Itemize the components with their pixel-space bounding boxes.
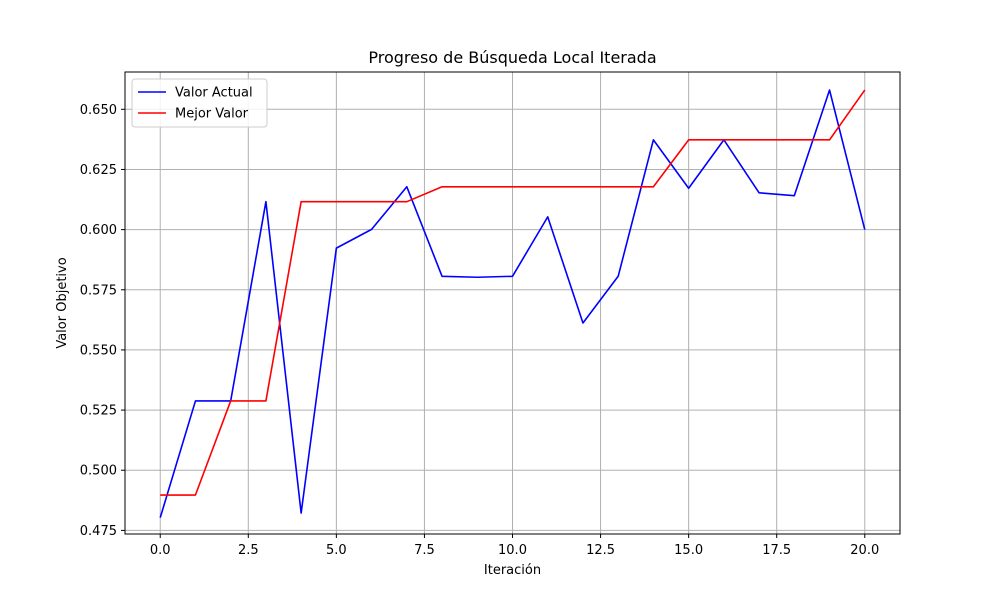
x-tick-label: 12.5: [586, 543, 615, 558]
x-tick-label: 0.0: [150, 543, 171, 558]
chart-title: Progreso de Búsqueda Local Iterada: [368, 48, 656, 67]
legend: Valor Actual Mejor Valor: [131, 78, 268, 128]
x-tick-label: 20.0: [850, 543, 879, 558]
x-tick-label: 5.0: [326, 543, 347, 558]
x-tick-label: 17.5: [762, 543, 791, 558]
series-line-mejor-valor: [160, 89, 866, 496]
grid-layer: [125, 72, 900, 534]
tick-layer: 0.0 2.5 5.0 7.5 10.0 12.5 15.0 17.5 20.0 0.475 0.5…: [80, 103, 879, 558]
series-layer: [159, 89, 866, 518]
x-tick-label: 15.0: [674, 543, 703, 558]
y-tick-label: 0.550: [80, 343, 117, 358]
x-tick-label: 10.0: [498, 543, 527, 558]
y-tick-label: 0.600: [80, 223, 117, 238]
y-tick-label: 0.525: [80, 404, 117, 419]
legend-label: Valor Actual: [175, 86, 253, 101]
legend-label: Mejor Valor: [175, 107, 249, 122]
x-tick-label: 2.5: [238, 543, 259, 558]
x-axis-label: Iteración: [484, 563, 541, 578]
legend-box: [131, 78, 268, 128]
series-line-valor-actual: [159, 89, 866, 518]
y-tick-label: 0.625: [80, 163, 117, 178]
y-axis-label: Valor Objetivo: [55, 257, 70, 348]
y-tick-label: 0.650: [80, 103, 117, 118]
y-tick-label: 0.575: [80, 283, 117, 298]
y-tick-label: 0.475: [80, 524, 117, 539]
x-tick-label: 7.5: [414, 543, 435, 558]
y-tick-label: 0.500: [80, 464, 117, 479]
